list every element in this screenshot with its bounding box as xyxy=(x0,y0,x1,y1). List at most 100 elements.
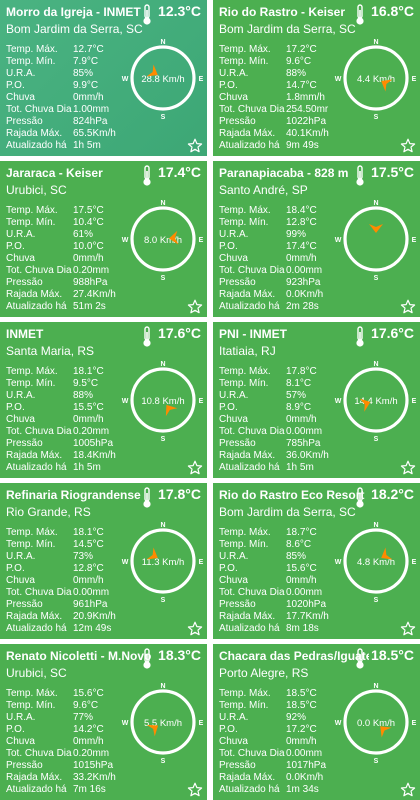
reading-tot: Tot. Chuva Dia 1.00mm xyxy=(6,104,126,116)
station-card[interactable]: Renato Nicoletti - M.Novo 18.3°C Urubici… xyxy=(0,644,207,800)
thermometer-icon xyxy=(356,487,364,508)
station-card[interactable]: Rio do Rastro - Keiser 16.8°C Bom Jardim… xyxy=(213,0,420,156)
wind-compass: N S E W 4.4 Km/h xyxy=(335,39,417,120)
readings-list: Temp. Máx. 17.2°C Temp. Mín. 9.6°C U.R.A. 8… xyxy=(219,44,339,152)
wind-compass: N S E W 8.0 Km/h xyxy=(122,200,204,281)
reading-max: Temp. Máx. 18.5°C xyxy=(219,688,339,700)
station-name: INMET xyxy=(6,327,44,341)
favorite-star-icon[interactable] xyxy=(187,460,203,476)
favorite-star-icon[interactable] xyxy=(187,621,203,637)
value-pressao: 1022hPa xyxy=(286,116,327,127)
reading-chuva: Chuva 0mm/h xyxy=(219,414,339,426)
label-atual: Atualizado há xyxy=(6,462,67,473)
label-rajada: Rajada Máx. xyxy=(6,289,63,300)
station-name: Morro da Igreja - INMET xyxy=(6,5,141,19)
value-chuva: 0mm/h xyxy=(286,575,317,586)
station-card[interactable]: INMET 17.6°C Santa Maria, RS Temp. Máx. 1… xyxy=(0,322,207,478)
readings-list: Temp. Máx. 17.5°C Temp. Mín. 10.4°C U.R.A.… xyxy=(6,205,126,313)
station-card[interactable]: Chacara das Pedras/Iguate 18.5°C Porto A… xyxy=(213,644,420,800)
reading-min: Temp. Mín. 9.6°C xyxy=(219,56,339,68)
station-card[interactable]: Morro da Igreja - INMET 12.3°C Bom Jardi… xyxy=(0,0,207,156)
label-tot: Tot. Chuva Dia xyxy=(219,426,285,437)
reading-pressao: Pressão 988hPa xyxy=(6,277,126,289)
wind-direction-arrow-icon xyxy=(146,724,159,737)
value-min: 14.5°C xyxy=(73,539,104,550)
compass-west: W xyxy=(335,237,342,244)
station-name: Rio do Rastro - Keiser xyxy=(219,5,346,19)
value-min: 10.4°C xyxy=(73,217,104,228)
reading-ura: U.R.A. 99% xyxy=(219,229,339,241)
compass-west: W xyxy=(122,398,129,405)
label-pressao: Pressão xyxy=(6,116,43,127)
value-po: 14.2°C xyxy=(73,724,104,735)
station-temperature: 18.2°C xyxy=(371,486,414,502)
favorite-star-icon[interactable] xyxy=(400,460,416,476)
station-temperature: 17.6°C xyxy=(371,325,414,341)
reading-max: Temp. Máx. 12.7°C xyxy=(6,44,126,56)
compass-north: N xyxy=(160,683,165,690)
reading-tot: Tot. Chuva Dia 0.20mm xyxy=(6,265,126,277)
label-tot: Tot. Chuva Dia xyxy=(219,104,285,115)
reading-rajada: Rajada Máx. 20.9Km/h xyxy=(6,611,126,623)
compass-east: E xyxy=(412,76,417,83)
reading-po: P.O. 14.7°C xyxy=(219,80,339,92)
favorite-star-icon[interactable] xyxy=(400,621,416,637)
label-pressao: Pressão xyxy=(219,438,256,449)
reading-tot: Tot. Chuva Dia 254.50mr xyxy=(219,104,339,116)
favorite-star-icon[interactable] xyxy=(187,299,203,315)
value-ura: 57% xyxy=(286,390,307,401)
reading-min: Temp. Mín. 14.5°C xyxy=(6,539,126,551)
label-atual: Atualizado há xyxy=(219,623,280,634)
value-rajada: 18.4Km/h xyxy=(73,450,116,461)
label-pressao: Pressão xyxy=(219,599,256,610)
compass-south: S xyxy=(374,436,379,442)
reading-po: P.O. 12.8°C xyxy=(6,563,126,575)
compass-east: E xyxy=(199,398,204,405)
label-chuva: Chuva xyxy=(219,253,248,264)
label-tot: Tot. Chuva Dia xyxy=(6,587,72,598)
wind-compass: N S E W 11.3 Km/h xyxy=(122,522,204,603)
station-location: Bom Jardim da Serra, SC xyxy=(219,505,356,519)
compass-south: S xyxy=(374,597,379,603)
reading-po: P.O. 17.4°C xyxy=(219,241,339,253)
favorite-star-icon[interactable] xyxy=(187,138,203,154)
reading-po: P.O. 17.2°C xyxy=(219,724,339,736)
favorite-star-icon[interactable] xyxy=(400,138,416,154)
label-chuva: Chuva xyxy=(6,414,35,425)
value-chuva: 0mm/h xyxy=(73,92,104,103)
station-card[interactable]: Paranapiacaba - 828 m 17.5°C Santo André… xyxy=(213,161,420,317)
station-card[interactable]: PNI - INMET 17.6°C Itatiaia, RJ Temp. Má… xyxy=(213,322,420,478)
value-max: 18.5°C xyxy=(286,688,317,699)
value-chuva: 0mm/h xyxy=(286,414,317,425)
value-atual: 9m 49s xyxy=(286,140,319,151)
reading-atual: Atualizado há 8m 18s xyxy=(219,623,339,635)
label-atual: Atualizado há xyxy=(6,623,67,634)
wind-direction-arrow-icon xyxy=(168,230,179,245)
favorite-star-icon[interactable] xyxy=(400,782,416,798)
compass-east: E xyxy=(199,76,204,83)
station-card[interactable]: Refinaria Riograndense 17.8°C Rio Grande… xyxy=(0,483,207,639)
station-card[interactable]: Jararaca - Keiser 17.4°C Urubici, SC Tem… xyxy=(0,161,207,317)
thermometer-icon xyxy=(356,326,364,347)
favorite-star-icon[interactable] xyxy=(187,782,203,798)
favorite-star-icon[interactable] xyxy=(400,299,416,315)
value-pressao: 1020hPa xyxy=(286,599,327,610)
compass-west: W xyxy=(335,559,342,566)
station-name: Renato Nicoletti - M.Novo xyxy=(6,649,152,663)
station-card[interactable]: Rio do Rastro Eco Resort 18.2°C Bom Jard… xyxy=(213,483,420,639)
station-temperature: 16.8°C xyxy=(371,3,414,19)
label-min: Temp. Mín. xyxy=(219,700,269,711)
value-min: 9.6°C xyxy=(73,700,99,711)
label-ura: U.R.A. xyxy=(6,68,36,79)
label-pressao: Pressão xyxy=(219,116,256,127)
label-chuva: Chuva xyxy=(6,253,35,264)
label-max: Temp. Máx. xyxy=(219,688,271,699)
reading-po: P.O. 14.2°C xyxy=(6,724,126,736)
value-rajada: 40.1Km/h xyxy=(286,128,329,139)
wind-speed: 28.8 Km/h xyxy=(141,74,184,85)
value-max: 17.2°C xyxy=(286,44,317,55)
label-max: Temp. Máx. xyxy=(219,366,271,377)
compass-south: S xyxy=(374,758,379,764)
reading-max: Temp. Máx. 17.5°C xyxy=(6,205,126,217)
label-ura: U.R.A. xyxy=(6,229,36,240)
